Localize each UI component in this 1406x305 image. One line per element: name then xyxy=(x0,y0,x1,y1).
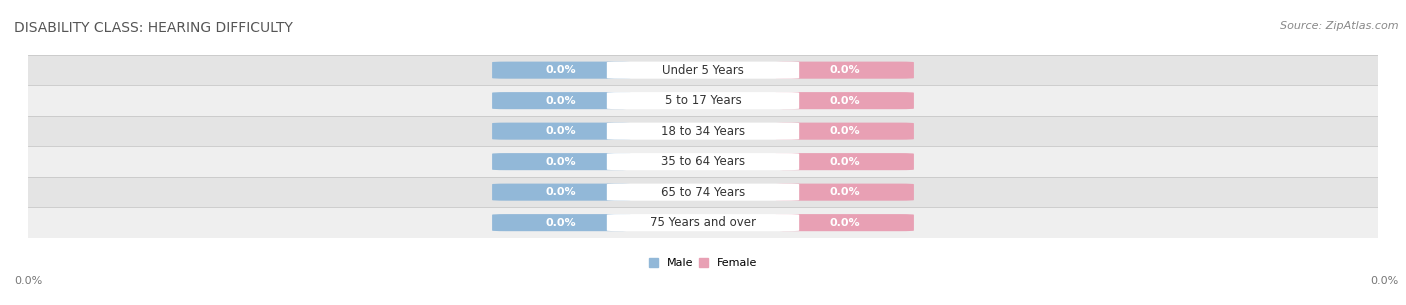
Text: 0.0%: 0.0% xyxy=(830,187,860,197)
Text: 0.0%: 0.0% xyxy=(546,96,576,106)
FancyBboxPatch shape xyxy=(776,184,914,201)
Text: Under 5 Years: Under 5 Years xyxy=(662,64,744,77)
FancyBboxPatch shape xyxy=(607,184,799,201)
FancyBboxPatch shape xyxy=(492,62,630,79)
Text: 5 to 17 Years: 5 to 17 Years xyxy=(665,94,741,107)
Text: 0.0%: 0.0% xyxy=(830,65,860,75)
FancyBboxPatch shape xyxy=(492,184,630,201)
Text: 0.0%: 0.0% xyxy=(546,65,576,75)
FancyBboxPatch shape xyxy=(492,214,630,231)
Text: Source: ZipAtlas.com: Source: ZipAtlas.com xyxy=(1281,21,1399,31)
Bar xyxy=(28,207,1378,238)
Text: 0.0%: 0.0% xyxy=(1371,276,1399,285)
FancyBboxPatch shape xyxy=(607,62,799,79)
Text: 65 to 74 Years: 65 to 74 Years xyxy=(661,186,745,199)
FancyBboxPatch shape xyxy=(776,214,914,231)
Text: 35 to 64 Years: 35 to 64 Years xyxy=(661,155,745,168)
FancyBboxPatch shape xyxy=(776,123,914,140)
Bar xyxy=(28,146,1378,177)
Legend: Male, Female: Male, Female xyxy=(644,253,762,273)
Text: 0.0%: 0.0% xyxy=(546,157,576,167)
Text: 0.0%: 0.0% xyxy=(546,218,576,228)
Text: 0.0%: 0.0% xyxy=(830,126,860,136)
FancyBboxPatch shape xyxy=(776,153,914,170)
Bar xyxy=(28,55,1378,85)
Bar xyxy=(28,116,1378,146)
Text: 18 to 34 Years: 18 to 34 Years xyxy=(661,125,745,138)
FancyBboxPatch shape xyxy=(492,92,630,109)
Text: 0.0%: 0.0% xyxy=(546,126,576,136)
Text: 75 Years and over: 75 Years and over xyxy=(650,216,756,229)
Text: 0.0%: 0.0% xyxy=(14,276,42,285)
FancyBboxPatch shape xyxy=(492,123,630,140)
Text: 0.0%: 0.0% xyxy=(830,157,860,167)
Text: 0.0%: 0.0% xyxy=(830,96,860,106)
FancyBboxPatch shape xyxy=(776,62,914,79)
Text: DISABILITY CLASS: HEARING DIFFICULTY: DISABILITY CLASS: HEARING DIFFICULTY xyxy=(14,21,292,35)
Bar xyxy=(28,85,1378,116)
FancyBboxPatch shape xyxy=(607,123,799,140)
FancyBboxPatch shape xyxy=(607,92,799,109)
FancyBboxPatch shape xyxy=(607,153,799,170)
Text: 0.0%: 0.0% xyxy=(830,218,860,228)
FancyBboxPatch shape xyxy=(776,92,914,109)
Text: 0.0%: 0.0% xyxy=(546,187,576,197)
Bar xyxy=(28,177,1378,207)
FancyBboxPatch shape xyxy=(492,153,630,170)
FancyBboxPatch shape xyxy=(607,214,799,231)
